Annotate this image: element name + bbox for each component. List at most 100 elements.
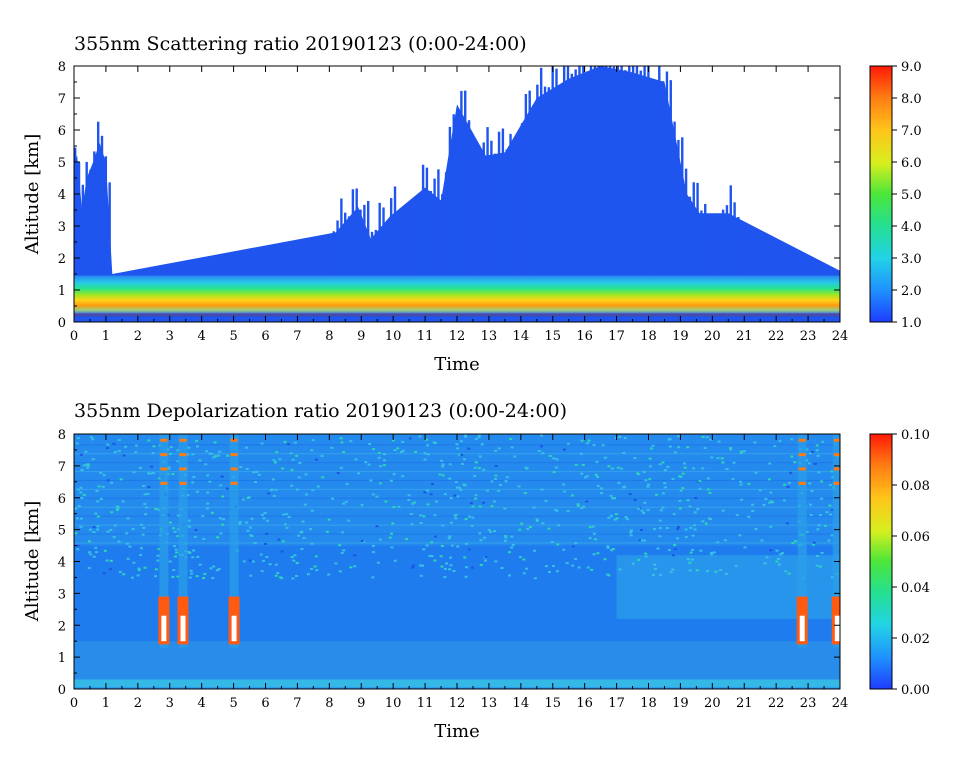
scattering-x-tick-label: 2 [134, 329, 142, 344]
depolarization-speckle-dot [251, 560, 255, 563]
depolarization-speckle-dot [614, 437, 618, 440]
depolarization-speckle-dot [226, 454, 230, 457]
depolarization-speckle-dot [215, 569, 219, 572]
depolarization-speckle-dot [701, 520, 705, 523]
scattering-cloud-streak [681, 137, 684, 276]
depolarization-high-columns [158, 434, 840, 648]
depolarization-speckle-dot [426, 489, 430, 492]
depolarization-speckle-dot [275, 451, 279, 454]
scattering-cloud-streak [528, 90, 531, 276]
depolarization-speckle-dot [583, 476, 587, 479]
depolarization-speckle-dot [611, 547, 615, 550]
depolarization-speckle-dot [721, 509, 725, 512]
depolarization-speckle-dot [96, 515, 100, 518]
depolarization-column-dot [833, 453, 840, 457]
depolarization-speckle-dot [99, 471, 103, 474]
depolarization-speckle-dot [633, 498, 637, 501]
depolarization-speckle-dot [94, 512, 98, 515]
depolarization-speckle-dot [265, 519, 269, 522]
depolarization-speckle-dot [580, 472, 584, 475]
depolarization-column-dot [160, 481, 168, 485]
scattering-cloud-streak [684, 168, 688, 276]
scattering-cloud-streak [539, 67, 543, 276]
scattering-x-tick-label: 11 [417, 329, 434, 344]
depolarization-speckle-dot [676, 527, 680, 530]
depolarization-speckle-dot [729, 448, 733, 451]
depolarization-speckle-dot [338, 544, 342, 547]
depolarization-speckle-dot [397, 505, 401, 508]
depolarization-column-dot [833, 481, 840, 485]
depolarization-speckle-dot [586, 442, 590, 445]
depolarization-speckle-dot [143, 566, 147, 569]
depolarization-speckle-dot [311, 439, 315, 442]
depolarization-speckle-dot [532, 506, 536, 509]
depolarization-speckle-dot [357, 472, 361, 475]
scattering-cloud-streak [643, 66, 646, 276]
depolarization-speckle-dot [773, 445, 777, 448]
depolarization-speckle-dot [146, 492, 150, 495]
depolarization-speckle-dot [96, 525, 100, 528]
depolarization-speckle-dot [483, 536, 487, 539]
depolarization-speckle-dot [210, 452, 214, 455]
depolarization-column-dot [230, 453, 238, 457]
depolarization-speckle-dot [122, 573, 126, 576]
depolarization-speckle-dot [694, 497, 698, 500]
depolarization-speckle-dot [287, 516, 291, 519]
depolarization-speckle-dot [272, 459, 276, 462]
depolarization-speckle-dot [168, 560, 172, 563]
depolarization-speckle-dot [464, 575, 468, 578]
depolarization-speckle-dot [433, 514, 437, 517]
depolarization-speckle-dot [279, 576, 283, 579]
depolarization-speckle-dot [550, 540, 554, 543]
scattering-cloud-streak [647, 66, 650, 276]
depolarization-speckle-dot [658, 463, 662, 466]
depolarization-speckle-dot [353, 554, 357, 557]
depolarization-speckle-dot [401, 475, 405, 478]
depolarization-speckle-dot [743, 546, 747, 549]
depolarization-speckle-dot [492, 500, 496, 503]
scattering-x-tick-label: 1 [102, 329, 110, 344]
depolarization-x-tick-label: 11 [417, 696, 434, 711]
depolarization-speckle-dot [672, 513, 676, 516]
depolarization-speckle-dot [285, 513, 289, 516]
scattering-cloud-streak [378, 202, 381, 276]
depolarization-speckle-dot [341, 531, 345, 534]
depolarization-speckle-dot [592, 553, 596, 556]
depolarization-colorbar-tick-label: 0.06 [901, 530, 930, 545]
depolarization-speckle-dot [106, 479, 110, 482]
depolarization-speckle-dot [297, 534, 301, 537]
depolarization-speckle-dot [562, 548, 566, 551]
scattering-cloud-streak [589, 66, 593, 276]
depolarization-speckle-dot [186, 453, 190, 456]
depolarization-speckle-dot [88, 540, 92, 543]
depolarization-speckle-dot [187, 519, 191, 522]
depolarization-speckle-dot [411, 564, 415, 567]
depolarization-speckle-dot [176, 575, 180, 578]
depolarization-speckle-dot [688, 505, 692, 508]
depolarization-speckle-dot [710, 553, 714, 556]
depolarization-speckle-dot [281, 540, 285, 543]
scattering-cloud-streak [344, 212, 347, 276]
depolarization-speckle-dot [354, 458, 358, 461]
depolarization-speckle-dot [206, 491, 210, 494]
depolarization-speckle-dot [585, 475, 589, 478]
depolarization-speckle-dot [139, 523, 143, 526]
depolarization-speckle-dot [321, 476, 325, 479]
scattering-cloud-streak [89, 169, 92, 276]
scattering-cloud-streak [673, 121, 676, 276]
depolarization-speckle-dot [92, 555, 96, 558]
depolarization-speckle-dot [663, 482, 667, 485]
depolarization-speckle-dot [648, 465, 652, 468]
depolarization-speckle-dot [331, 497, 335, 500]
depolarization-speckle-dot [783, 483, 787, 486]
depolarization-speckle-dot [571, 545, 575, 548]
depolarization-speckle-dot [293, 554, 297, 557]
depolarization-speckle-dot [739, 450, 743, 453]
depolarization-speckle-dot [142, 484, 146, 487]
scattering-cloud-streak [464, 90, 467, 276]
depolarization-speckle-dot [257, 473, 261, 476]
depolarization-speckle-dot [371, 576, 375, 579]
scattering-cloud-streak [721, 209, 725, 276]
depolarization-speckle-dot [666, 465, 670, 468]
depolarization-speckle-dot [510, 446, 514, 449]
